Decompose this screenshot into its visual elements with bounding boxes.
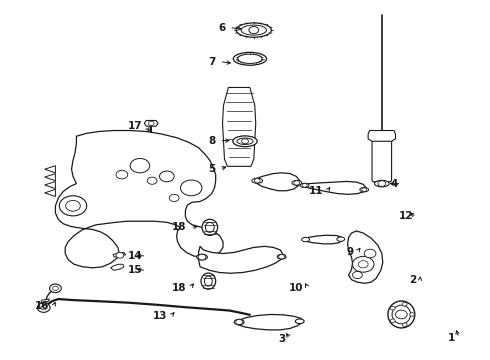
Circle shape	[254, 179, 260, 183]
Circle shape	[236, 319, 243, 324]
Polygon shape	[304, 235, 343, 244]
Ellipse shape	[302, 237, 310, 242]
Ellipse shape	[233, 136, 257, 147]
Text: 9: 9	[346, 247, 353, 257]
Circle shape	[59, 196, 87, 216]
Ellipse shape	[300, 183, 309, 188]
Circle shape	[279, 255, 285, 259]
Circle shape	[41, 306, 47, 310]
Text: 12: 12	[398, 211, 413, 221]
Circle shape	[302, 184, 307, 187]
Ellipse shape	[277, 255, 286, 259]
Text: 7: 7	[208, 57, 216, 67]
Circle shape	[352, 256, 374, 272]
Circle shape	[49, 284, 61, 293]
Ellipse shape	[295, 319, 304, 324]
Ellipse shape	[234, 319, 244, 325]
Circle shape	[52, 286, 58, 291]
Polygon shape	[45, 174, 55, 181]
Polygon shape	[255, 173, 300, 191]
Polygon shape	[145, 121, 158, 126]
Text: 18: 18	[172, 283, 186, 293]
Circle shape	[390, 319, 395, 323]
Polygon shape	[222, 87, 256, 166]
Ellipse shape	[204, 276, 212, 286]
Ellipse shape	[392, 305, 411, 324]
Text: 8: 8	[208, 136, 216, 145]
Ellipse shape	[337, 237, 344, 241]
Text: 13: 13	[152, 311, 167, 321]
Ellipse shape	[241, 25, 267, 35]
Text: 11: 11	[309, 186, 323, 197]
Circle shape	[148, 121, 154, 126]
Ellipse shape	[237, 138, 253, 144]
Polygon shape	[372, 140, 392, 182]
Text: 18: 18	[172, 222, 186, 232]
Ellipse shape	[233, 52, 267, 65]
Circle shape	[180, 180, 202, 196]
Circle shape	[402, 302, 407, 306]
Circle shape	[66, 201, 80, 211]
Ellipse shape	[388, 301, 415, 328]
Circle shape	[358, 261, 368, 268]
Text: 3: 3	[279, 333, 286, 343]
Text: 6: 6	[218, 23, 225, 33]
Circle shape	[159, 171, 174, 182]
Circle shape	[198, 254, 206, 260]
Ellipse shape	[360, 188, 368, 192]
Text: 4: 4	[390, 179, 397, 189]
Polygon shape	[113, 252, 126, 257]
Polygon shape	[303, 181, 366, 194]
Circle shape	[362, 188, 367, 192]
Circle shape	[378, 181, 386, 186]
Text: 16: 16	[35, 301, 49, 311]
Text: 14: 14	[128, 251, 143, 261]
Circle shape	[402, 323, 407, 327]
Circle shape	[410, 313, 415, 316]
Circle shape	[116, 170, 128, 179]
Polygon shape	[45, 189, 55, 197]
Circle shape	[130, 158, 150, 173]
Polygon shape	[41, 299, 49, 303]
Circle shape	[169, 194, 179, 202]
Circle shape	[352, 271, 362, 279]
Text: 15: 15	[128, 265, 143, 275]
Ellipse shape	[196, 254, 207, 260]
Text: 10: 10	[289, 283, 304, 293]
Ellipse shape	[292, 180, 302, 185]
Ellipse shape	[201, 273, 216, 289]
Text: 17: 17	[128, 121, 143, 131]
Ellipse shape	[202, 219, 218, 235]
Circle shape	[116, 252, 124, 258]
Circle shape	[249, 27, 259, 34]
Circle shape	[390, 306, 395, 310]
Ellipse shape	[252, 178, 263, 183]
Circle shape	[242, 139, 248, 144]
Ellipse shape	[374, 180, 389, 187]
Ellipse shape	[238, 54, 262, 63]
Text: 2: 2	[409, 275, 416, 285]
Text: 1: 1	[448, 333, 455, 343]
Polygon shape	[45, 166, 55, 173]
Polygon shape	[198, 246, 283, 273]
Circle shape	[395, 310, 407, 319]
Circle shape	[37, 303, 50, 312]
Polygon shape	[347, 231, 383, 283]
Ellipse shape	[205, 222, 214, 232]
Circle shape	[364, 249, 376, 258]
Polygon shape	[45, 181, 55, 189]
Text: 5: 5	[208, 164, 216, 174]
Polygon shape	[55, 131, 223, 268]
Polygon shape	[368, 131, 395, 141]
Polygon shape	[236, 315, 303, 330]
Circle shape	[294, 181, 300, 185]
Circle shape	[147, 177, 157, 184]
Polygon shape	[111, 264, 124, 270]
Ellipse shape	[236, 23, 271, 37]
